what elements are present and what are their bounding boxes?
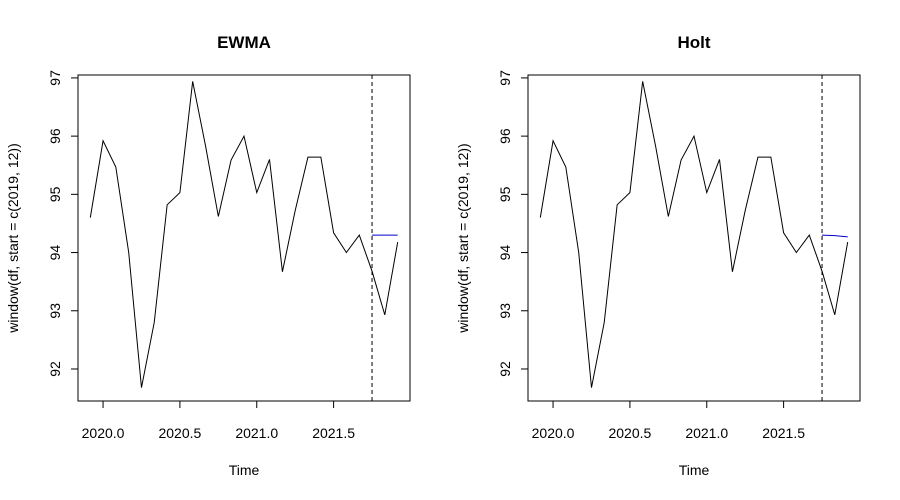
y-tick-label: 93 (497, 303, 513, 319)
x-tick-label: 2020.0 (532, 425, 575, 441)
forecast-series-line (822, 234, 848, 238)
y-tick-label: 97 (47, 70, 63, 86)
y-axis-label: window(df, start = c(2019, 12)) (5, 143, 21, 333)
observed-series-line (539, 81, 849, 388)
y-tick-label: 95 (497, 186, 513, 202)
y-tick-label: 92 (497, 361, 513, 377)
x-tick-label: 2021.5 (312, 425, 355, 441)
plot-frame (77, 74, 411, 402)
y-tick-label: 96 (497, 128, 513, 144)
x-axis-label: Time (229, 462, 260, 478)
x-tick-label: 2021.0 (235, 425, 278, 441)
y-tick-label: 95 (47, 186, 63, 202)
x-tick-label: 2020.5 (608, 425, 651, 441)
y-tick-label: 93 (47, 303, 63, 319)
y-tick-label: 92 (47, 361, 63, 377)
x-axis-label: Time (679, 462, 710, 478)
y-tick-label: 94 (47, 245, 63, 261)
chart-title: EWMA (217, 33, 271, 52)
chart-panel-holt: Holt 2020.0 2020.5 2021.0 2021.5 92 93 94 95 96 97… (455, 33, 861, 478)
observed-series-line (89, 81, 399, 388)
x-tick-label: 2021.5 (762, 425, 805, 441)
y-tick-label: 96 (47, 128, 63, 144)
y-axis-label: window(df, start = c(2019, 12)) (455, 143, 471, 333)
y-tick-label: 97 (497, 70, 513, 86)
x-tick-label: 2021.0 (685, 425, 728, 441)
plot-frame (527, 74, 861, 402)
chart-panel-ewma: EWMA 2020.0 2020.5 2021.0 2021.5 92 93 94 95 96 97… (5, 33, 411, 478)
chart-title: Holt (677, 33, 710, 52)
y-tick-label: 94 (497, 245, 513, 261)
x-tick-label: 2020.0 (82, 425, 125, 441)
x-tick-label: 2020.5 (158, 425, 201, 441)
